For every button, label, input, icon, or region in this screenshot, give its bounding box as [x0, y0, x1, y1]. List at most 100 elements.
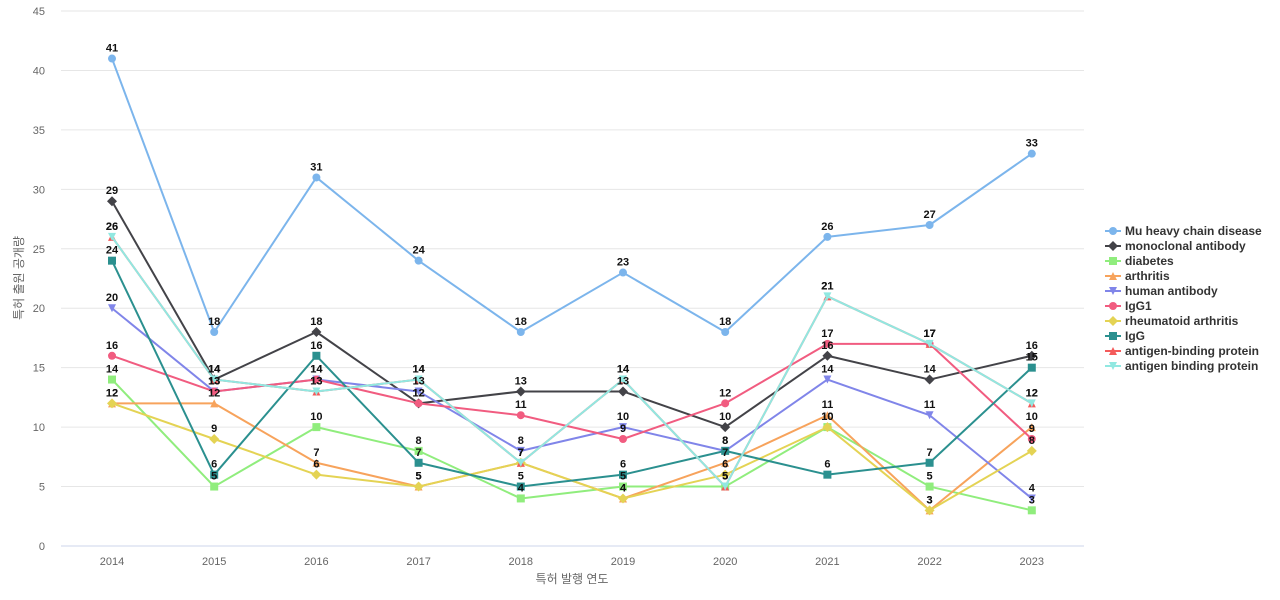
legend-item[interactable]: diabetes	[1105, 254, 1174, 268]
series-line[interactable]	[111, 259, 1033, 488]
data-point[interactable]	[413, 481, 424, 492]
data-point[interactable]	[312, 351, 321, 360]
data-point[interactable]	[108, 304, 116, 313]
data-point[interactable]	[823, 292, 832, 301]
series-line[interactable]	[111, 200, 1033, 429]
legend-item[interactable]: antigen-binding protein	[1105, 344, 1259, 358]
data-point[interactable]	[210, 470, 219, 479]
data-point[interactable]	[312, 387, 321, 396]
data-point[interactable]	[618, 386, 628, 397]
legend-item[interactable]: Mu heavy chain disease	[1105, 224, 1262, 238]
data-point[interactable]	[1027, 363, 1036, 372]
legend-item[interactable]: rheumatoid arthritis	[1105, 314, 1239, 328]
data-point[interactable]	[210, 328, 219, 336]
data-point[interactable]	[619, 268, 627, 277]
data-point[interactable]	[312, 173, 321, 182]
data-point[interactable]	[311, 327, 322, 337]
data-point[interactable]	[1026, 350, 1037, 361]
data-point[interactable]	[414, 387, 423, 396]
data-point[interactable]	[414, 256, 423, 265]
data-point[interactable]	[619, 470, 627, 479]
series-line[interactable]	[111, 307, 1033, 500]
data-point[interactable]	[721, 446, 730, 455]
data-point[interactable]	[515, 386, 526, 397]
data-point[interactable]	[721, 482, 730, 491]
data-label: 23	[617, 257, 629, 269]
data-point[interactable]	[516, 458, 525, 467]
data-point[interactable]	[721, 399, 730, 408]
series-line[interactable]	[111, 57, 1033, 333]
data-point[interactable]	[210, 387, 219, 396]
data-point[interactable]	[516, 482, 525, 491]
series-line[interactable]	[111, 378, 1033, 512]
data-point[interactable]	[516, 494, 525, 503]
data-point[interactable]	[822, 350, 833, 361]
data-point[interactable]	[516, 328, 525, 336]
data-point[interactable]	[823, 470, 832, 479]
data-point[interactable]	[312, 375, 321, 384]
x-tick-label: 2015	[202, 556, 226, 568]
data-point[interactable]	[924, 374, 935, 385]
data-point[interactable]	[823, 339, 832, 348]
series-line[interactable]	[111, 402, 1033, 512]
series-line[interactable]	[111, 402, 1033, 512]
data-point[interactable]	[1027, 423, 1036, 432]
data-point[interactable]	[720, 422, 731, 433]
data-point[interactable]	[108, 232, 116, 241]
data-point[interactable]	[619, 375, 627, 384]
data-point[interactable]	[311, 469, 322, 480]
y-tick-label: 20	[33, 303, 45, 315]
data-point[interactable]	[108, 375, 116, 384]
data-point[interactable]	[108, 54, 116, 63]
legend-item[interactable]: arthritis	[1105, 269, 1170, 283]
data-point[interactable]	[209, 434, 220, 444]
data-point[interactable]	[312, 458, 321, 467]
data-point[interactable]	[823, 375, 832, 384]
data-point[interactable]	[619, 423, 627, 432]
data-point[interactable]	[720, 469, 731, 480]
data-point[interactable]	[823, 232, 832, 241]
data-point[interactable]	[721, 458, 730, 467]
legend-item[interactable]: IgG1	[1105, 299, 1152, 313]
legend-item[interactable]: monoclonal antibody	[1105, 239, 1246, 253]
data-point[interactable]	[1027, 494, 1036, 503]
data-point[interactable]	[414, 458, 423, 467]
data-point[interactable]	[1026, 445, 1037, 456]
data-point[interactable]	[1027, 435, 1036, 443]
data-point[interactable]	[619, 435, 627, 443]
series-line[interactable]	[111, 235, 1033, 488]
data-point[interactable]	[210, 375, 219, 384]
data-point[interactable]	[107, 196, 117, 207]
data-point[interactable]	[925, 221, 934, 229]
data-point[interactable]	[925, 458, 934, 467]
data-point[interactable]	[107, 398, 117, 409]
data-point[interactable]	[516, 446, 525, 455]
data-point[interactable]	[108, 256, 116, 265]
data-point[interactable]	[925, 339, 934, 348]
data-point[interactable]	[312, 423, 321, 432]
legend-item[interactable]: human antibody	[1105, 284, 1218, 298]
data-point[interactable]	[1027, 506, 1036, 515]
data-point[interactable]	[1027, 149, 1036, 158]
data-point[interactable]	[618, 493, 628, 504]
data-point[interactable]	[210, 399, 219, 408]
data-point[interactable]	[516, 411, 525, 420]
data-point[interactable]	[925, 411, 934, 420]
data-point[interactable]	[108, 351, 116, 360]
data-point[interactable]	[414, 399, 423, 408]
data-point[interactable]	[414, 375, 423, 384]
data-point[interactable]	[822, 422, 833, 433]
data-label: 5	[518, 471, 524, 483]
legend-item[interactable]: IgG	[1105, 329, 1145, 343]
legend-item[interactable]: antigen binding protein	[1105, 359, 1258, 373]
data-point[interactable]	[619, 482, 627, 491]
series-line[interactable]	[111, 235, 1033, 488]
data-point[interactable]	[210, 482, 219, 491]
data-point[interactable]	[721, 328, 730, 336]
data-point[interactable]	[924, 505, 935, 516]
data-point[interactable]	[925, 482, 934, 491]
data-point[interactable]	[1027, 399, 1036, 408]
data-point[interactable]	[823, 411, 832, 420]
data-point[interactable]	[414, 446, 423, 455]
